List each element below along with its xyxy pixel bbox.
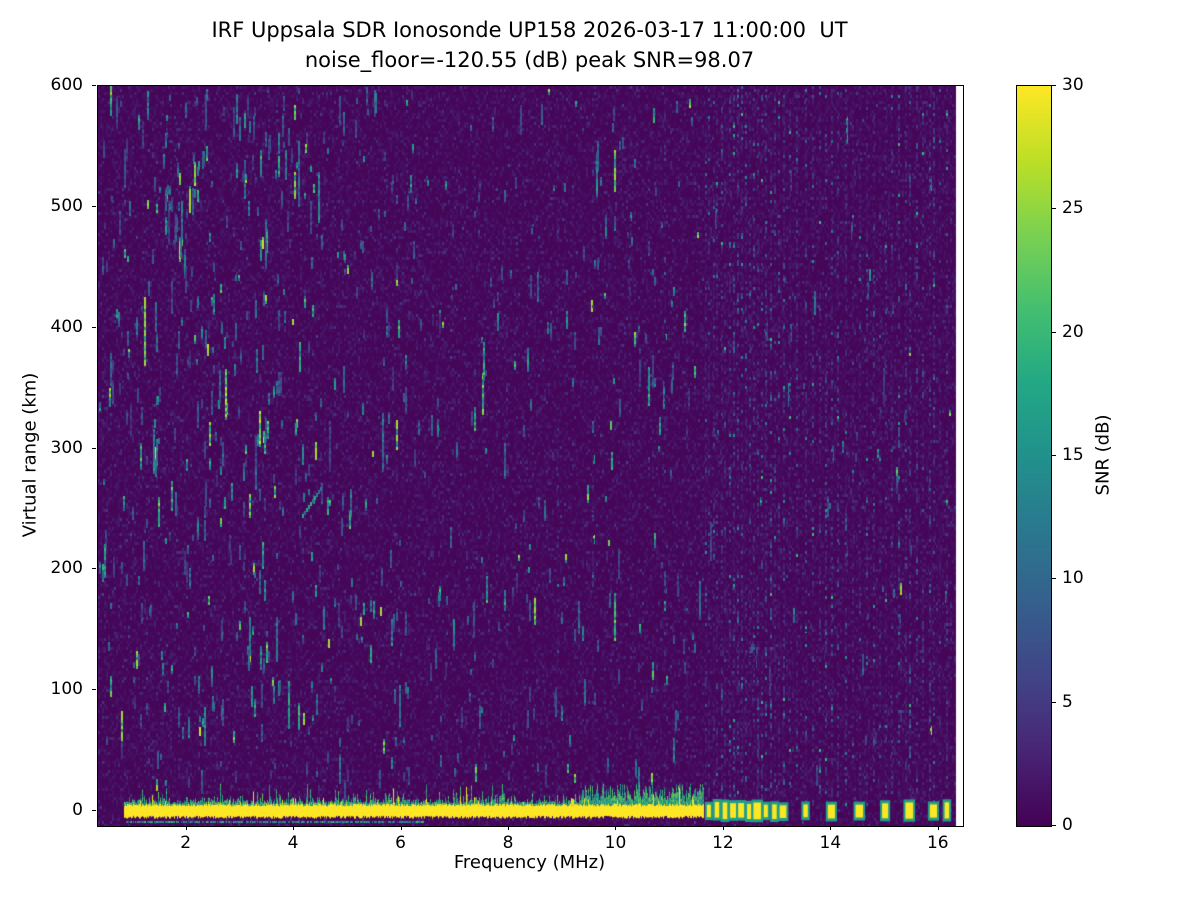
- x-tick-mark: [400, 826, 402, 830]
- colorbar-gradient: [1017, 86, 1051, 826]
- colorbar-tick-mark: [1052, 455, 1056, 456]
- x-tick-label: 10: [604, 833, 627, 853]
- plot-area: [97, 85, 964, 827]
- y-tick-label: 100: [50, 679, 83, 700]
- colorbar-tick-label: 25: [1062, 198, 1084, 219]
- colorbar-tick-label: 0: [1062, 815, 1073, 835]
- colorbar-label: SNR (dB): [1092, 414, 1114, 496]
- y-tick-mark: [92, 326, 96, 328]
- x-tick-label: 8: [502, 833, 514, 853]
- ionogram-heatmap: [98, 86, 963, 826]
- x-tick-mark: [937, 826, 939, 830]
- x-axis-ticks: 2 4 6 8 10 12 14 16: [97, 826, 962, 860]
- y-axis-ticks: 0 100 200 300 400 500 600: [0, 75, 96, 825]
- y-tick-mark: [92, 85, 96, 86]
- colorbar-ticks: 0 5 10 15 20 25 30: [1052, 75, 1122, 835]
- x-tick-label: 6: [395, 833, 406, 853]
- x-tick-label: 4: [287, 833, 299, 853]
- x-tick-mark: [615, 826, 617, 830]
- colorbar-tick-mark: [1052, 578, 1056, 580]
- y-tick-label: 300: [50, 437, 83, 458]
- x-tick-mark: [293, 826, 295, 830]
- y-tick-label: 0: [72, 800, 83, 821]
- colorbar: [1016, 85, 1052, 827]
- colorbar-tick-label: 10: [1062, 568, 1084, 589]
- x-tick-label: 2: [180, 833, 192, 853]
- colorbar-tick-label: 30: [1062, 75, 1084, 95]
- y-tick-mark: [92, 205, 96, 207]
- colorbar-tick-label: 15: [1062, 445, 1084, 465]
- y-tick-label: 200: [50, 558, 83, 579]
- x-tick-label: 12: [712, 833, 734, 853]
- y-tick-mark: [92, 447, 96, 449]
- x-tick-label: 16: [926, 833, 949, 853]
- x-tick-mark: [830, 826, 832, 830]
- chart-title: IRF Uppsala SDR Ionosonde UP158 2026-03-…: [211, 18, 848, 42]
- x-tick-mark: [722, 826, 724, 830]
- y-tick-label: 400: [50, 316, 83, 337]
- y-tick-mark: [92, 568, 96, 570]
- colorbar-tick-mark: [1052, 208, 1056, 210]
- colorbar-tick-mark: [1052, 331, 1056, 333]
- colorbar-tick-mark: [1052, 701, 1056, 703]
- x-axis-label: Frequency (MHz): [453, 852, 606, 873]
- y-tick-mark: [92, 810, 96, 812]
- x-tick-mark: [508, 826, 509, 830]
- chart-subtitle: noise_floor=-120.55 (dB) peak SNR=98.07: [304, 48, 755, 72]
- colorbar-tick-mark: [1052, 85, 1056, 86]
- x-tick-mark: [185, 826, 187, 830]
- x-tick-label: 14: [819, 833, 842, 853]
- colorbar-tick-label: 20: [1062, 321, 1084, 342]
- y-tick-mark: [92, 689, 96, 691]
- colorbar-tick-mark: [1052, 825, 1056, 826]
- y-tick-label: 500: [50, 195, 83, 216]
- colorbar-tick-label: 5: [1062, 691, 1073, 712]
- y-tick-label: 600: [50, 75, 83, 95]
- y-axis-label: Virtual range (km): [19, 372, 41, 538]
